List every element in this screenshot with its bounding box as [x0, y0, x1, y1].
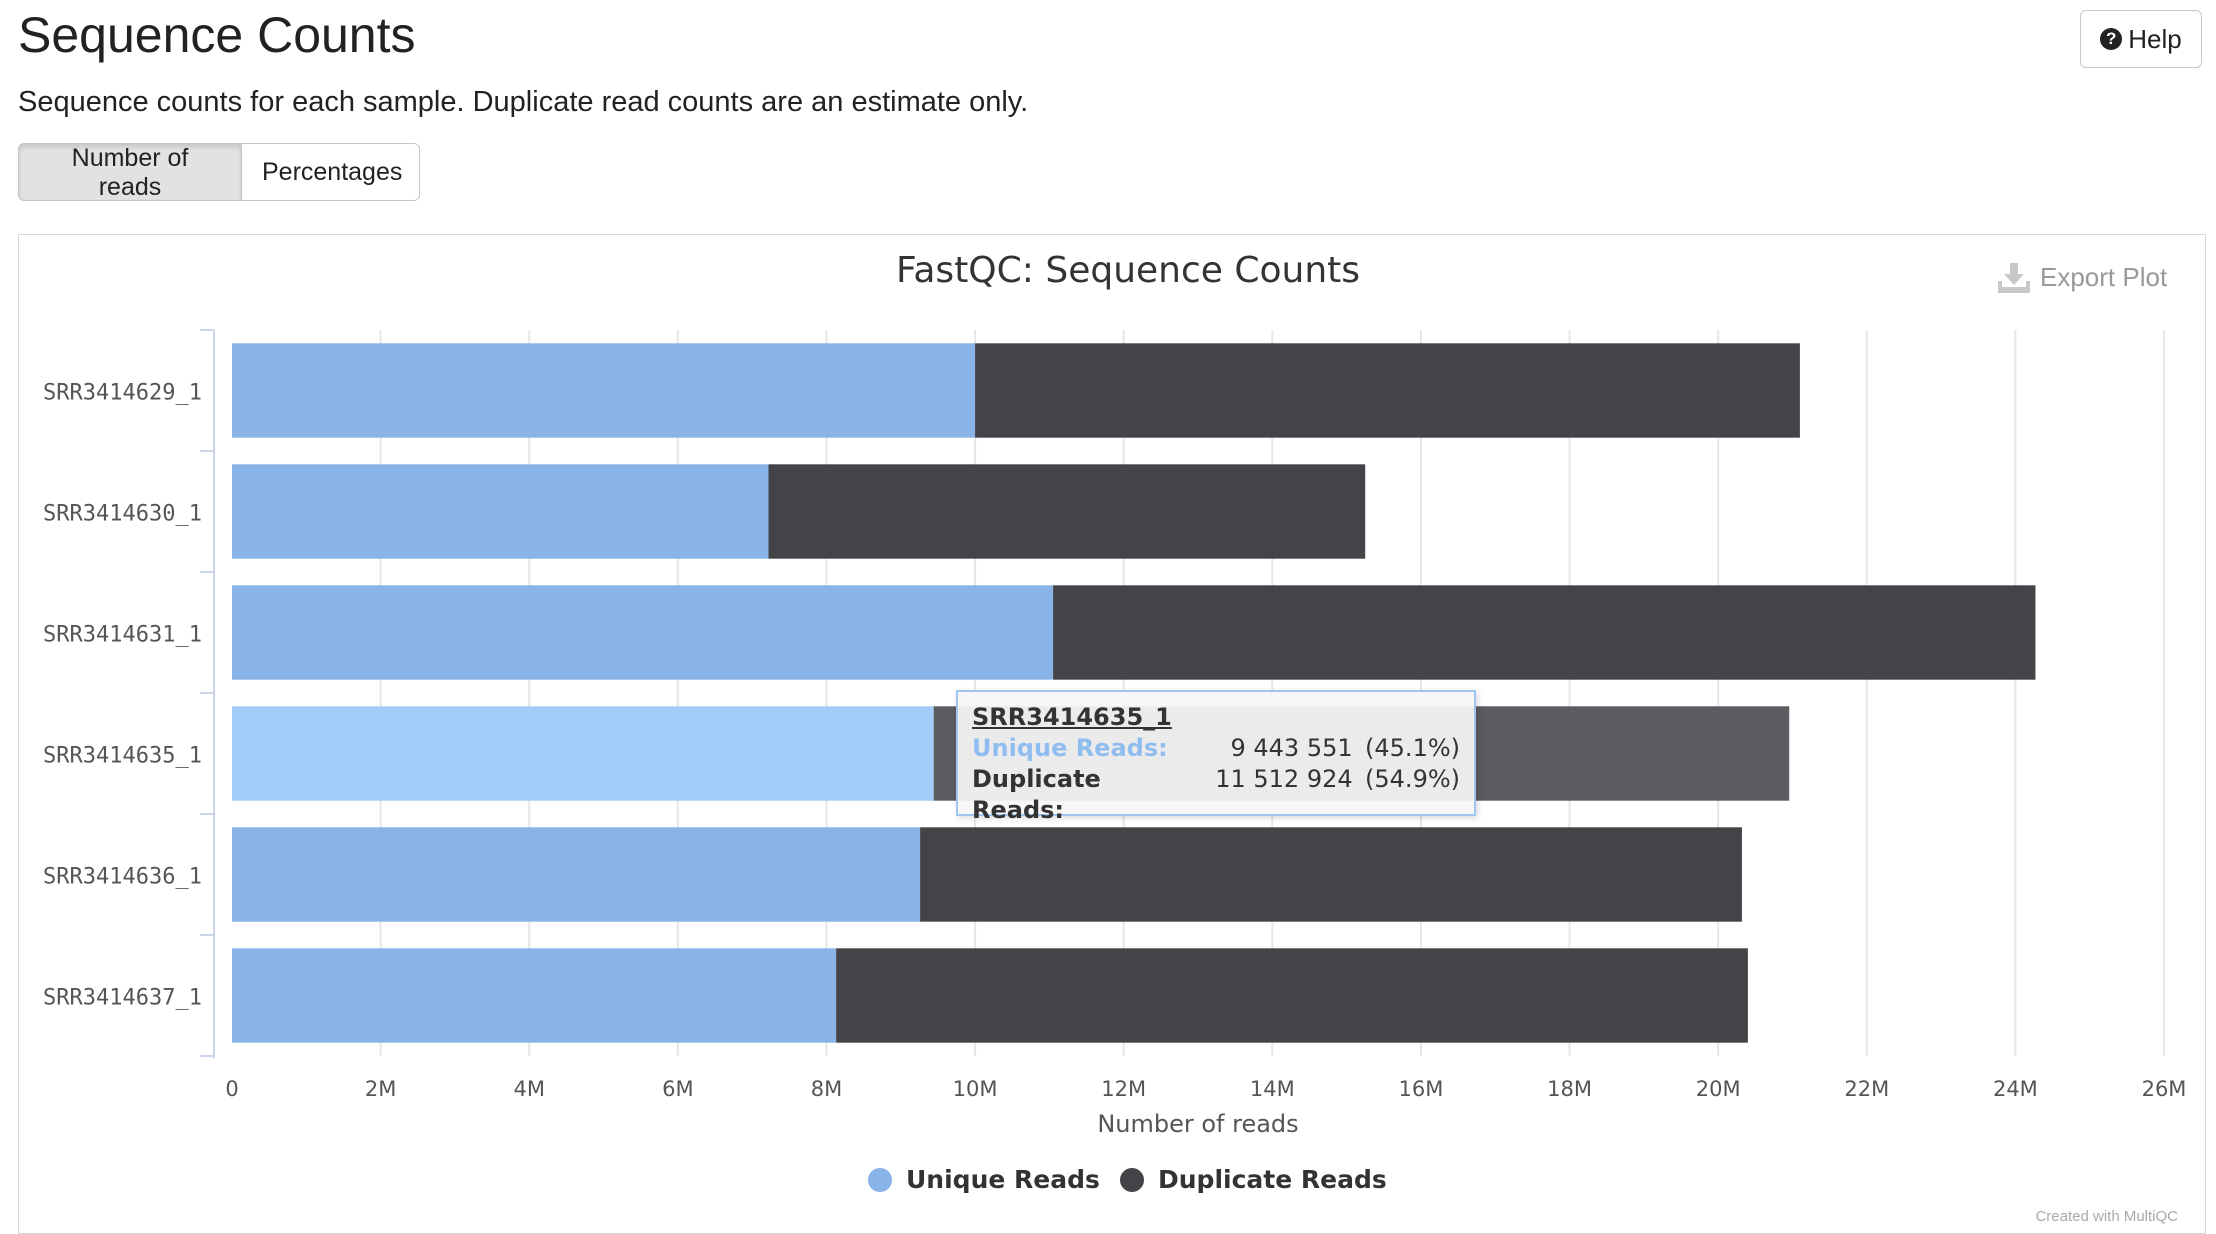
x-tick-label: 0	[225, 1077, 238, 1101]
legend-marker	[868, 1168, 892, 1192]
help-button-label: Help	[2128, 23, 2182, 54]
tooltip-label: Unique Reads:	[972, 734, 1168, 762]
tooltip-row-unique: Unique Reads: 9 443 551 (45.1%)	[972, 733, 1460, 764]
tab-percentages[interactable]: Percentages	[242, 143, 420, 201]
legend-entry: Duplicate Reads	[1158, 1165, 1387, 1194]
bar-unique-reads	[232, 343, 976, 438]
x-tick-label: 20M	[1696, 1077, 1741, 1101]
help-button[interactable]: ? Help	[2080, 10, 2202, 68]
multiqc-credit: Created with MultiQC	[2035, 1208, 2178, 1225]
question-circle-icon: ?	[2100, 28, 2123, 50]
bar-duplicate-reads	[1053, 585, 2036, 680]
y-tick-label: SRR3414637_1	[43, 986, 202, 1011]
bar-duplicate-reads	[768, 464, 1366, 559]
x-tick-label: 26M	[2142, 1077, 2187, 1101]
y-tick-label: SRR3414631_1	[43, 623, 202, 648]
section-description: Sequence counts for each sample. Duplica…	[18, 86, 1029, 118]
tooltip-percent: (54.9%)	[1365, 765, 1460, 793]
y-tick-label: SRR3414629_1	[43, 381, 202, 406]
download-icon	[1998, 262, 2030, 293]
bar-unique-reads	[232, 585, 1054, 680]
legend-entry: Unique Reads	[906, 1165, 1100, 1194]
x-tick-label: 18M	[1547, 1077, 1592, 1101]
bar-unique-reads	[232, 464, 769, 559]
x-tick-label: 16M	[1399, 1077, 1444, 1101]
x-tick-label: 4M	[513, 1077, 544, 1101]
x-tick-label: 6M	[662, 1077, 693, 1101]
x-tick-label: 8M	[811, 1077, 842, 1101]
legend-marker	[1120, 1168, 1144, 1192]
plot-mode-toggle: Number of reads Percentages	[18, 143, 420, 201]
tooltip-percent: (45.1%)	[1365, 734, 1460, 762]
export-plot-button[interactable]: Export Plot	[1998, 262, 2167, 293]
x-tick-label: 22M	[1844, 1077, 1889, 1101]
chart-title: FastQC: Sequence Counts	[896, 250, 1360, 291]
bar-unique-reads	[232, 827, 921, 922]
x-tick-label: 2M	[365, 1077, 396, 1101]
bar-unique-reads	[232, 706, 934, 801]
x-axis-label: Number of reads	[1097, 1110, 1298, 1138]
tooltip-value: 11 512 924	[1215, 765, 1353, 793]
tooltip-row-duplicate: Duplicate Reads: 11 512 924 (54.9%)	[972, 764, 1460, 826]
tab-number-of-reads[interactable]: Number of reads	[18, 143, 242, 201]
bar-duplicate-reads	[836, 948, 1748, 1043]
x-tick-label: 12M	[1101, 1077, 1146, 1101]
bar-unique-reads	[232, 948, 837, 1043]
page-title: Sequence Counts	[18, 7, 416, 63]
export-plot-label: Export Plot	[2040, 262, 2168, 292]
bar-duplicate-reads	[920, 827, 1742, 922]
bar-duplicate-reads	[975, 343, 1800, 438]
chart-tooltip: SRR3414635_1 Unique Reads: 9 443 551 (45…	[956, 690, 1476, 824]
y-tick-label: SRR3414635_1	[43, 744, 202, 769]
x-tick-label: 14M	[1250, 1077, 1295, 1101]
x-tick-label: 24M	[1993, 1077, 2038, 1101]
x-tick-label: 10M	[953, 1077, 998, 1101]
tooltip-title: SRR3414635_1	[972, 703, 1172, 731]
tooltip-label: Duplicate Reads:	[972, 765, 1101, 824]
y-tick-label: SRR3414630_1	[43, 502, 202, 527]
tooltip-value: 9 443 551	[1230, 734, 1353, 762]
y-tick-label: SRR3414636_1	[43, 865, 202, 890]
